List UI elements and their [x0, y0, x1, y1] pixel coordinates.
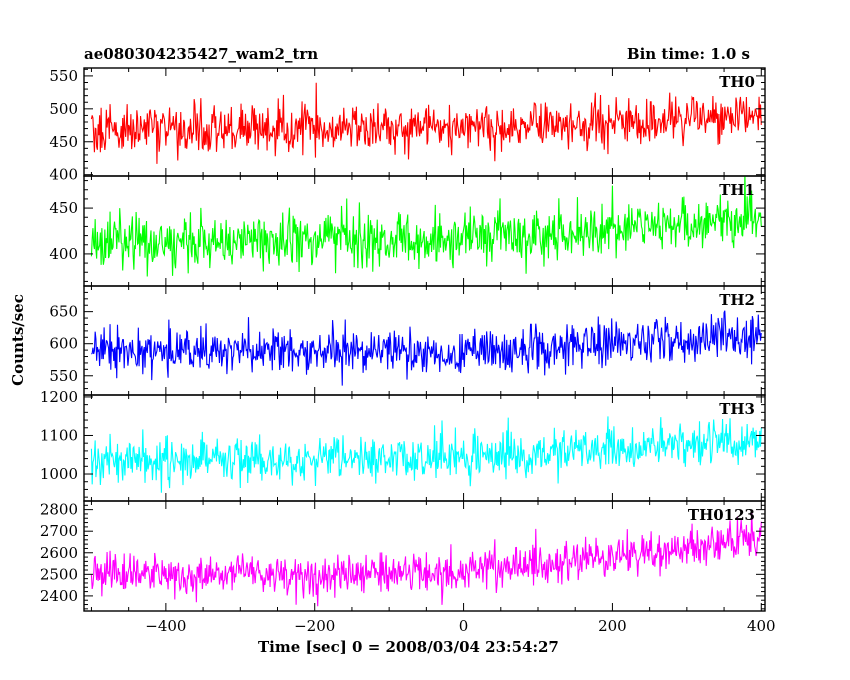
y-tick-label: 550 [49, 367, 78, 385]
y-tick-label: 2400 [40, 587, 78, 605]
panel-th1: 400 450 TH1 [49, 175, 766, 287]
x-tick-label: −200 [294, 617, 335, 635]
series-line-th0123 [90, 509, 762, 607]
y-tick-label: 650 [49, 303, 78, 321]
x-tick-label: 200 [598, 617, 627, 635]
series-line-th1 [90, 176, 762, 277]
y-tick-label: 400 [49, 166, 78, 184]
panel-th2: 550 600 650 TH2 [49, 285, 766, 396]
x-tick-label: −400 [145, 617, 186, 635]
y-tick-label: 600 [49, 335, 78, 353]
panel-th3: 1000 1100 1200 TH3 [40, 388, 766, 502]
x-tick-label: 0 [459, 617, 469, 635]
y-tick-label: 2700 [40, 522, 78, 540]
panel-label-th1: TH1 [719, 181, 755, 199]
y-tick-label: 450 [49, 199, 78, 217]
panel-frame [83, 500, 766, 612]
panel-label-th3: TH3 [719, 400, 755, 418]
x-axis-label: Time [sec] 0 = 2008/03/04 23:54:27 [258, 638, 559, 656]
y-tick-label: 1200 [40, 388, 78, 406]
y-tick-label: 1100 [40, 426, 78, 444]
y-tick-label: 400 [49, 245, 78, 263]
series-line-th2 [91, 310, 762, 386]
series-line-th0 [90, 82, 762, 164]
series-line-th3 [90, 416, 762, 493]
panel-th0: 400 450 500 550 TH0 [49, 67, 766, 184]
x-tick-label: 400 [747, 617, 776, 635]
bin-time-label: Bin time: 1.0 s [626, 45, 750, 63]
y-axis-label: Counts/sec [9, 294, 27, 386]
y-tick-label: 2600 [40, 544, 78, 562]
panel-label-th0: TH0 [719, 73, 755, 91]
y-tick-label: 1000 [40, 465, 78, 483]
panel-label-th0123: TH0123 [688, 506, 755, 524]
panel-th0123: 2400 2500 2600 2700 2800 TH0123 [40, 500, 766, 612]
panel-label-th2: TH2 [719, 291, 755, 309]
y-tick-label: 500 [49, 100, 78, 118]
figure-title: ae080304235427_wam2_trn [84, 45, 319, 63]
y-tick-label: 2500 [40, 565, 78, 583]
y-tick-label: 2800 [40, 501, 78, 519]
y-tick-label: 450 [49, 133, 78, 151]
y-tick-label: 550 [49, 67, 78, 85]
